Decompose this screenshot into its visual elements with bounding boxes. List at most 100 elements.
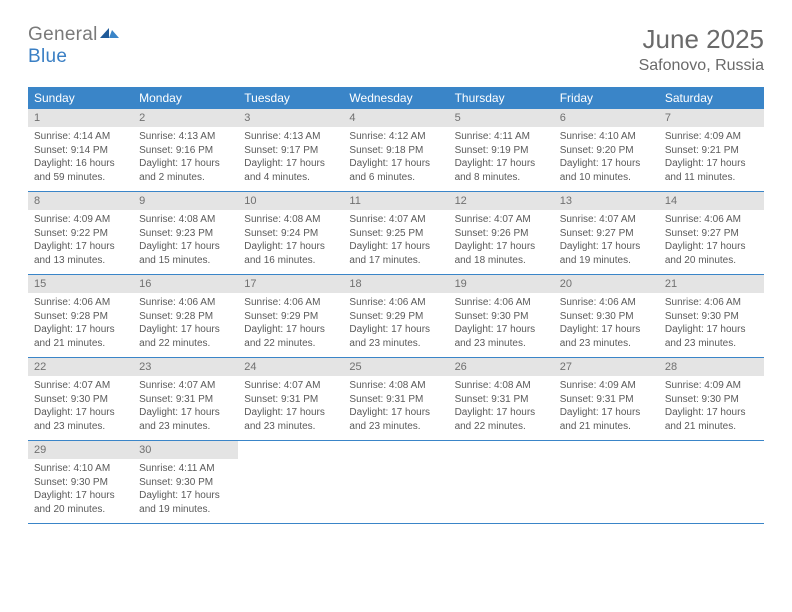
daylight-line: Daylight: 17 hours and 11 minutes.: [665, 157, 758, 184]
daylight-line: Daylight: 17 hours and 19 minutes.: [560, 240, 653, 267]
header: General Blue June 2025 Safonovo, Russia: [28, 24, 764, 75]
sunrise-line: Sunrise: 4:09 AM: [34, 213, 127, 227]
sunrise-line: Sunrise: 4:09 AM: [560, 379, 653, 393]
sunset-line: Sunset: 9:24 PM: [244, 227, 337, 241]
day-details: Sunrise: 4:07 AMSunset: 9:31 PMDaylight:…: [238, 376, 343, 439]
empty-cell: [659, 441, 764, 523]
empty-cell: [343, 441, 448, 523]
sunset-line: Sunset: 9:31 PM: [560, 393, 653, 407]
day-details: Sunrise: 4:12 AMSunset: 9:18 PMDaylight:…: [343, 127, 448, 190]
sunset-line: Sunset: 9:22 PM: [34, 227, 127, 241]
day-number: 6: [554, 109, 659, 127]
sunrise-line: Sunrise: 4:09 AM: [665, 379, 758, 393]
daylight-line: Daylight: 17 hours and 6 minutes.: [349, 157, 442, 184]
daylight-line: Daylight: 17 hours and 23 minutes.: [665, 323, 758, 350]
day-cell-11: 11Sunrise: 4:07 AMSunset: 9:25 PMDayligh…: [343, 192, 448, 274]
sunrise-line: Sunrise: 4:08 AM: [349, 379, 442, 393]
sunset-line: Sunset: 9:28 PM: [139, 310, 232, 324]
sunrise-line: Sunrise: 4:13 AM: [244, 130, 337, 144]
week-row: 22Sunrise: 4:07 AMSunset: 9:30 PMDayligh…: [28, 358, 764, 441]
empty-cell: [554, 441, 659, 523]
sunset-line: Sunset: 9:18 PM: [349, 144, 442, 158]
weekday-friday: Friday: [554, 87, 659, 109]
sunrise-line: Sunrise: 4:06 AM: [34, 296, 127, 310]
week-row: 1Sunrise: 4:14 AMSunset: 9:14 PMDaylight…: [28, 109, 764, 192]
sunset-line: Sunset: 9:30 PM: [455, 310, 548, 324]
sunset-line: Sunset: 9:31 PM: [244, 393, 337, 407]
day-cell-27: 27Sunrise: 4:09 AMSunset: 9:31 PMDayligh…: [554, 358, 659, 440]
day-cell-2: 2Sunrise: 4:13 AMSunset: 9:16 PMDaylight…: [133, 109, 238, 191]
day-details: Sunrise: 4:06 AMSunset: 9:30 PMDaylight:…: [554, 293, 659, 356]
sunset-line: Sunset: 9:30 PM: [560, 310, 653, 324]
sunrise-line: Sunrise: 4:06 AM: [139, 296, 232, 310]
sunrise-line: Sunrise: 4:08 AM: [139, 213, 232, 227]
weekday-saturday: Saturday: [659, 87, 764, 109]
sunrise-line: Sunrise: 4:07 AM: [34, 379, 127, 393]
day-number: 3: [238, 109, 343, 127]
day-number: 5: [449, 109, 554, 127]
day-cell-14: 14Sunrise: 4:06 AMSunset: 9:27 PMDayligh…: [659, 192, 764, 274]
daylight-line: Daylight: 17 hours and 19 minutes.: [139, 489, 232, 516]
day-number: 23: [133, 358, 238, 376]
day-details: Sunrise: 4:09 AMSunset: 9:21 PMDaylight:…: [659, 127, 764, 190]
day-cell-17: 17Sunrise: 4:06 AMSunset: 9:29 PMDayligh…: [238, 275, 343, 357]
day-number: 28: [659, 358, 764, 376]
day-number: 21: [659, 275, 764, 293]
sunrise-line: Sunrise: 4:07 AM: [244, 379, 337, 393]
sunset-line: Sunset: 9:27 PM: [665, 227, 758, 241]
day-details: Sunrise: 4:06 AMSunset: 9:29 PMDaylight:…: [238, 293, 343, 356]
daylight-line: Daylight: 17 hours and 2 minutes.: [139, 157, 232, 184]
logo-general: General: [28, 24, 98, 45]
day-details: Sunrise: 4:06 AMSunset: 9:29 PMDaylight:…: [343, 293, 448, 356]
day-number: 12: [449, 192, 554, 210]
month-title: June 2025: [639, 24, 764, 55]
empty-cell: [238, 441, 343, 523]
week-row: 29Sunrise: 4:10 AMSunset: 9:30 PMDayligh…: [28, 441, 764, 524]
sunrise-line: Sunrise: 4:10 AM: [560, 130, 653, 144]
day-number: 26: [449, 358, 554, 376]
logo: General Blue: [28, 24, 120, 68]
day-cell-10: 10Sunrise: 4:08 AMSunset: 9:24 PMDayligh…: [238, 192, 343, 274]
day-cell-7: 7Sunrise: 4:09 AMSunset: 9:21 PMDaylight…: [659, 109, 764, 191]
day-details: Sunrise: 4:06 AMSunset: 9:30 PMDaylight:…: [659, 293, 764, 356]
day-cell-30: 30Sunrise: 4:11 AMSunset: 9:30 PMDayligh…: [133, 441, 238, 523]
day-number: 16: [133, 275, 238, 293]
day-number: 8: [28, 192, 133, 210]
daylight-line: Daylight: 17 hours and 22 minutes.: [244, 323, 337, 350]
weekday-header-row: SundayMondayTuesdayWednesdayThursdayFrid…: [28, 87, 764, 109]
day-details: Sunrise: 4:08 AMSunset: 9:23 PMDaylight:…: [133, 210, 238, 273]
day-number: 20: [554, 275, 659, 293]
weekday-tuesday: Tuesday: [238, 87, 343, 109]
sunset-line: Sunset: 9:20 PM: [560, 144, 653, 158]
sunrise-line: Sunrise: 4:09 AM: [665, 130, 758, 144]
sunrise-line: Sunrise: 4:08 AM: [455, 379, 548, 393]
day-details: Sunrise: 4:07 AMSunset: 9:30 PMDaylight:…: [28, 376, 133, 439]
day-number: 9: [133, 192, 238, 210]
weekday-thursday: Thursday: [449, 87, 554, 109]
daylight-line: Daylight: 17 hours and 23 minutes.: [244, 406, 337, 433]
daylight-line: Daylight: 17 hours and 22 minutes.: [455, 406, 548, 433]
sunset-line: Sunset: 9:17 PM: [244, 144, 337, 158]
day-number: 27: [554, 358, 659, 376]
daylight-line: Daylight: 17 hours and 20 minutes.: [665, 240, 758, 267]
sunrise-line: Sunrise: 4:12 AM: [349, 130, 442, 144]
day-cell-23: 23Sunrise: 4:07 AMSunset: 9:31 PMDayligh…: [133, 358, 238, 440]
sunset-line: Sunset: 9:30 PM: [34, 393, 127, 407]
day-number: 7: [659, 109, 764, 127]
sunrise-line: Sunrise: 4:06 AM: [349, 296, 442, 310]
sunset-line: Sunset: 9:31 PM: [455, 393, 548, 407]
day-details: Sunrise: 4:13 AMSunset: 9:17 PMDaylight:…: [238, 127, 343, 190]
day-number: 4: [343, 109, 448, 127]
day-cell-26: 26 Sunrise: 4:08 AMSunset: 9:31 PMDayligh…: [449, 358, 554, 440]
daylight-line: Daylight: 17 hours and 8 minutes.: [455, 157, 548, 184]
location: Safonovo, Russia: [639, 57, 764, 75]
day-details: Sunrise: 4:07 AMSunset: 9:26 PMDaylight:…: [449, 210, 554, 273]
day-details: Sunrise: 4:13 AMSunset: 9:16 PMDaylight:…: [133, 127, 238, 190]
day-cell-21: 21Sunrise: 4:06 AMSunset: 9:30 PMDayligh…: [659, 275, 764, 357]
sunset-line: Sunset: 9:30 PM: [34, 476, 127, 490]
day-details: Sunrise: 4:10 AMSunset: 9:30 PMDaylight:…: [28, 459, 133, 522]
day-number: 13: [554, 192, 659, 210]
daylight-line: Daylight: 17 hours and 23 minutes.: [560, 323, 653, 350]
day-cell-20: 20Sunrise: 4:06 AMSunset: 9:30 PMDayligh…: [554, 275, 659, 357]
day-details: Sunrise: 4:08 AMSunset: 9:31 PMDaylight:…: [343, 376, 448, 439]
